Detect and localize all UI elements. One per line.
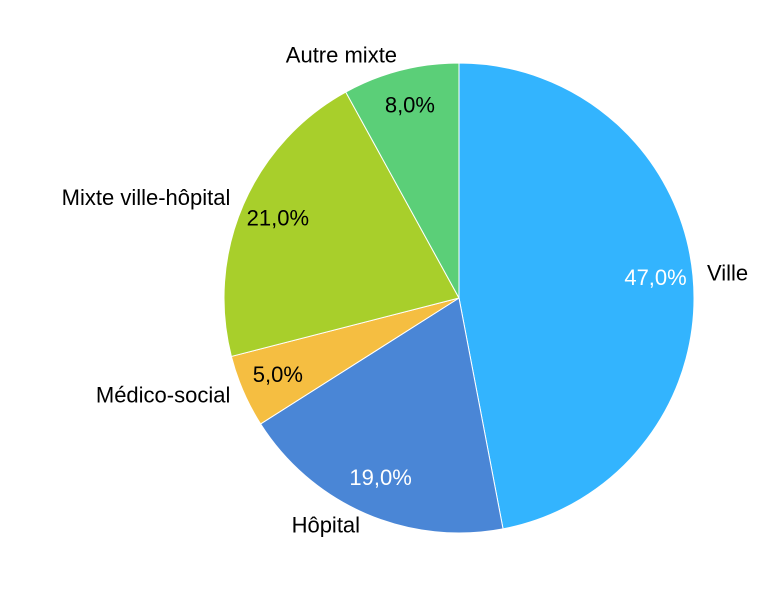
category-label: Mixte ville-hôpital — [62, 185, 231, 210]
value-label: 47,0% — [624, 265, 686, 290]
pie-slice — [259, 297, 504, 534]
category-label: Autre mixte — [286, 43, 397, 68]
value-label: 21,0% — [247, 205, 309, 230]
category-label: Hôpital — [292, 512, 360, 537]
pie-slice — [345, 62, 460, 299]
pie-slice — [223, 91, 460, 358]
category-label: Ville — [707, 260, 748, 285]
category-label: Médico-social — [96, 383, 231, 408]
pie-slice — [458, 62, 695, 530]
value-label: 19,0% — [349, 465, 411, 490]
value-label: 5,0% — [253, 362, 303, 387]
value-label: 8,0% — [385, 93, 435, 118]
